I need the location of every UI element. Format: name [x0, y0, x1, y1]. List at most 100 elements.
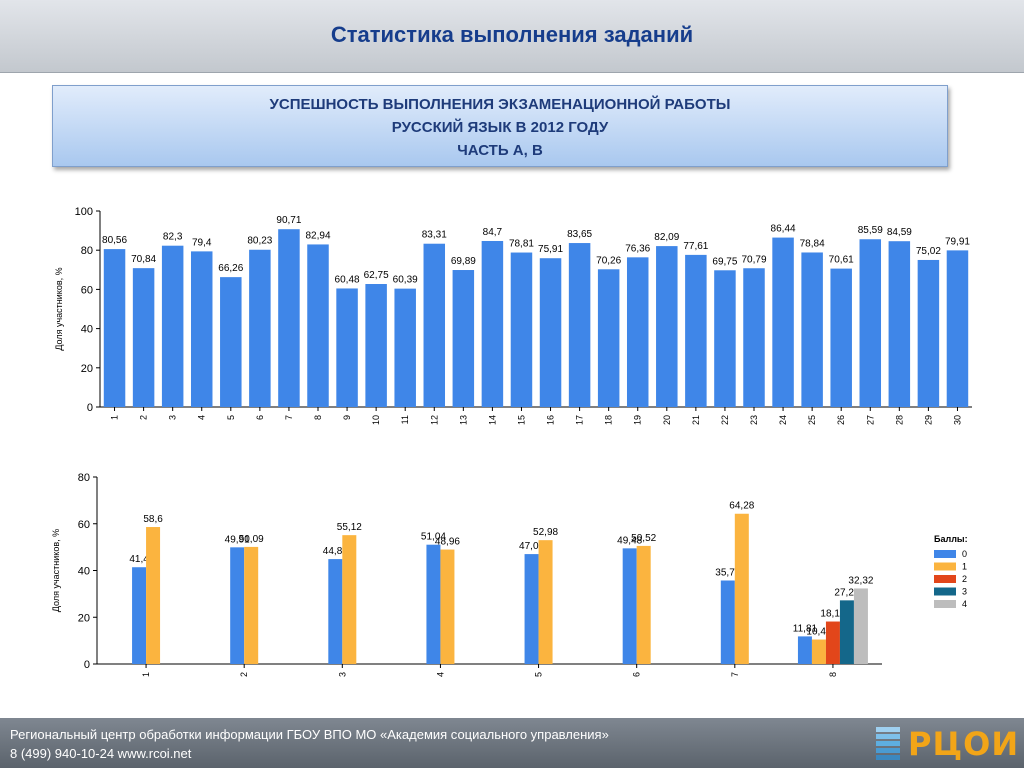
x-tick-label: 22: [720, 415, 730, 425]
bar-value-label: 51,04: [421, 532, 446, 543]
footer-org-name: Региональный центр обработки информации …: [10, 727, 609, 742]
x-tick-label: 6: [632, 672, 642, 677]
bar-value-label: 10,47: [806, 627, 831, 638]
bar-value-label: 79,91: [945, 236, 970, 247]
x-tick-label: 30: [952, 415, 962, 425]
task-bar: [394, 288, 416, 407]
x-tick-label: 4: [197, 415, 207, 420]
x-tick-label: 4: [435, 672, 445, 677]
bar-value-label: 69,89: [451, 256, 476, 267]
legend-swatch: [934, 562, 956, 571]
x-tick-label: 5: [226, 415, 236, 420]
task-bar: [510, 252, 533, 407]
score-bar: [811, 639, 826, 664]
task-bar: [539, 258, 562, 407]
score-bar: [440, 549, 455, 664]
task-bar: [190, 251, 213, 407]
bar-value-label: 79,4: [192, 237, 212, 248]
bar-value-label: 80,23: [247, 236, 272, 247]
bar-value-label: 70,26: [596, 255, 621, 266]
x-tick-label: 17: [575, 415, 585, 425]
x-tick-label: 27: [865, 415, 875, 425]
y-tick-label: 40: [78, 566, 90, 578]
y-tick-label: 40: [81, 324, 93, 336]
task-bar: [859, 239, 882, 407]
bar-value-label: 50,09: [239, 534, 264, 545]
task-bar: [132, 268, 155, 407]
task-bar: [801, 252, 823, 407]
x-tick-label: 20: [662, 415, 672, 425]
bar-value-label: 58,6: [143, 514, 163, 525]
x-tick-label: 24: [778, 415, 788, 425]
x-tick-label: 28: [894, 415, 904, 425]
tasks-success-chart: 0 20 40 60 80 100 Доля участников, % 1 80,56 2 70,…: [54, 206, 972, 425]
score-bar: [146, 527, 161, 664]
y-axis-title: Доля участников, %: [54, 267, 64, 350]
x-tick-label: 8: [313, 415, 323, 420]
bar-value-label: 82,94: [305, 230, 330, 241]
bar-value-label: 80,56: [102, 235, 127, 246]
bar-value-label: 82,3: [163, 232, 183, 243]
task-bar: [103, 249, 126, 407]
legend-swatch: [934, 575, 956, 583]
legend-label: 4: [962, 599, 967, 609]
bar-value-label: 18,17: [820, 609, 845, 620]
task-bar: [568, 243, 591, 407]
slide-title: Статистика выполнения заданий: [330, 22, 694, 47]
footer-contacts: 8 (499) 940-10-24 www.rcoi.net: [10, 746, 192, 761]
bar-value-label: 60,39: [393, 275, 418, 286]
task-bar: [714, 270, 736, 407]
bar-value-label: 78,84: [800, 238, 825, 249]
banner-line-2: РУССКИЙ ЯЗЫК В 2012 ГОДУ: [391, 119, 609, 136]
bar-value-label: 69,75: [712, 256, 737, 267]
x-tick-label: 2: [139, 415, 149, 420]
y-tick-label: 60: [81, 284, 93, 296]
task-bar: [597, 269, 620, 407]
x-tick-label: 3: [337, 672, 347, 677]
task-bar: [685, 254, 707, 407]
logo-text: РЦОИ: [908, 725, 1020, 763]
x-tick-label: 13: [458, 415, 468, 425]
task-bar: [365, 284, 387, 407]
task-bar: [249, 249, 271, 407]
y-tick-label: 100: [75, 206, 93, 218]
x-tick-label: 23: [749, 415, 759, 425]
y-tick-label: 0: [87, 402, 93, 414]
x-tick-label: 5: [534, 672, 544, 677]
score-bar: [734, 513, 749, 664]
bar-value-label: 27,23: [834, 587, 859, 598]
bar-value-label: 11,81: [793, 623, 818, 634]
legend-swatch: [934, 587, 956, 596]
task-bar: [656, 246, 678, 407]
y-axis-title: Доля участников, %: [51, 529, 61, 612]
bar-value-label: 84,7: [483, 227, 503, 238]
legend-swatch: [934, 550, 956, 558]
bar-value-label: 86,44: [771, 224, 796, 235]
score-bar: [720, 580, 735, 664]
x-tick-label: 6: [255, 415, 265, 420]
score-bar: [636, 545, 651, 664]
bar-value-label: 50,52: [631, 533, 656, 544]
score-bar: [797, 636, 812, 664]
legend-label: 3: [962, 587, 967, 597]
logo-stack-icon: [876, 727, 900, 760]
legend-title: Баллы:: [934, 534, 968, 544]
bar-value-label: 75,02: [916, 246, 941, 257]
bar-value-label: 70,79: [741, 254, 766, 265]
x-tick-label: 11: [400, 415, 410, 424]
bar-value-label: 60,48: [335, 274, 360, 285]
task-bar: [946, 250, 969, 407]
legend-label: 2: [962, 574, 967, 584]
bar-value-label: 64,28: [729, 501, 754, 512]
legend-swatch: [934, 600, 956, 608]
bar-value-label: 78,81: [509, 239, 534, 250]
y-tick-label: 20: [81, 363, 93, 375]
bar-value-label: 82,09: [654, 232, 679, 243]
y-tick-label: 80: [78, 472, 90, 484]
x-tick-label: 7: [284, 415, 294, 420]
task-bar: [452, 270, 475, 407]
task-bar: [888, 241, 911, 407]
x-tick-label: 9: [342, 415, 352, 420]
x-tick-label: 8: [828, 672, 838, 677]
